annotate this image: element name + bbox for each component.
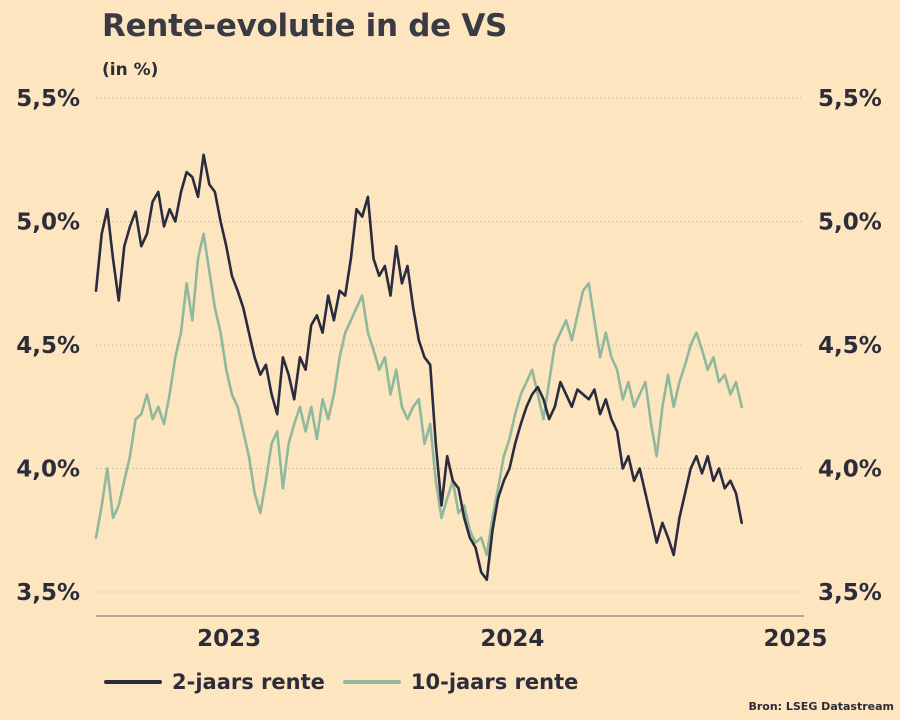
series-line-10y: [94, 232, 743, 557]
y-tick-label-right: 3,5%: [818, 580, 882, 606]
series-line-2y: [94, 153, 743, 581]
legend-swatch-10y: [342, 680, 401, 684]
y-tick-label-left: 3,5%: [16, 580, 80, 606]
x-axis: 2023 2024 2025: [197, 626, 827, 652]
x-tick-label: 2025: [764, 626, 828, 652]
legend-swatch-2y: [104, 680, 162, 684]
y-tick-label-right: 5,0%: [818, 210, 882, 236]
source-note: Bron: LSEG Datastream: [748, 700, 894, 713]
y-tick-label-right: 4,0%: [818, 457, 882, 483]
y-tick-label-left: 5,5%: [16, 86, 80, 112]
legend-label-2y: 2-jaars rente: [172, 670, 325, 694]
y-tick-label-left: 4,5%: [16, 333, 80, 359]
unit-label: (in %): [102, 60, 159, 80]
line-chart: 5,5% 5,0% 4,5% 4,0% 3,5% 5,5% 5,0% 4,5% 4,0% 3,5…: [16, 86, 882, 652]
y-axis-left: 5,5% 5,0% 4,5% 4,0% 3,5%: [16, 86, 80, 606]
y-tick-label-right: 5,5%: [818, 86, 882, 112]
y-tick-label-left: 5,0%: [16, 210, 80, 236]
y-axis-right: 5,5% 5,0% 4,5% 4,0% 3,5%: [818, 86, 882, 606]
y-tick-label-left: 4,0%: [16, 457, 80, 483]
legend: 2-jaars rente 10-jaars rente: [104, 670, 578, 694]
x-tick-label: 2023: [197, 626, 261, 652]
legend-label-10y: 10-jaars rente: [410, 670, 579, 694]
y-tick-label-right: 4,5%: [818, 333, 882, 359]
x-tick-label: 2024: [480, 626, 544, 652]
series-layer: [94, 153, 743, 581]
legend-item-2y: 2-jaars rente: [104, 670, 325, 694]
legend-item-10y: 10-jaars rente: [342, 670, 579, 694]
chart-title: Rente-evolutie in de VS: [102, 8, 508, 44]
